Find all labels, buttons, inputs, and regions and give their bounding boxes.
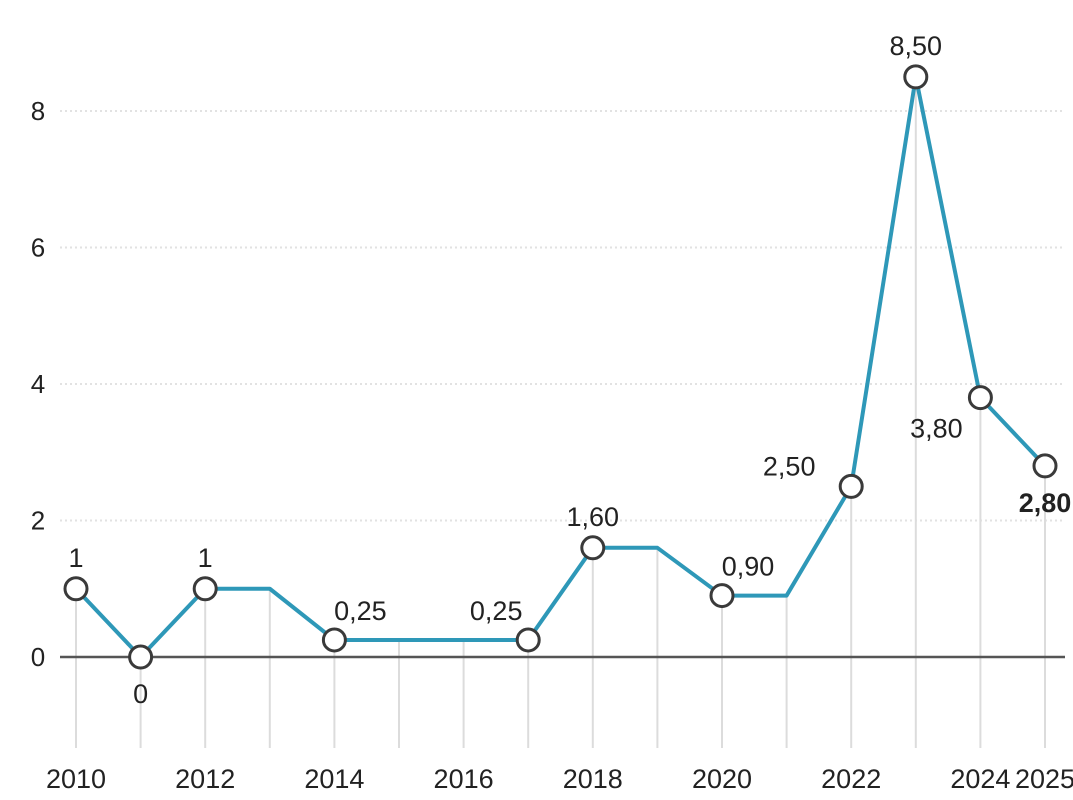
series-line (76, 77, 1045, 657)
data-point-marker (517, 629, 539, 651)
y-tick-label: 4 (31, 369, 45, 399)
data-label: 0,25 (334, 596, 387, 626)
data-point-marker (905, 66, 927, 88)
data-point-marker (130, 646, 152, 668)
x-tick-label: 2018 (563, 764, 623, 794)
x-tick-label: 2025 (1015, 764, 1073, 794)
data-label: 0,25 (470, 596, 523, 626)
data-point-marker (582, 537, 604, 559)
data-label: 1 (68, 543, 83, 573)
x-tick-label: 2014 (304, 764, 364, 794)
data-label: 2,50 (763, 451, 816, 481)
y-tick-label: 8 (31, 96, 45, 126)
data-label: 0 (133, 679, 148, 709)
data-label: 1,60 (567, 502, 620, 532)
data-point-marker (194, 578, 216, 600)
y-tick-label: 6 (31, 233, 45, 263)
x-tick-label: 2024 (950, 764, 1010, 794)
x-tick-label: 2022 (821, 764, 881, 794)
data-point-marker (65, 578, 87, 600)
data-point-marker (969, 387, 991, 409)
data-label: 0,90 (722, 552, 775, 582)
x-tick-label: 2016 (434, 764, 494, 794)
data-label: 2,80 (1019, 488, 1072, 518)
y-tick-label: 2 (31, 506, 45, 536)
y-tick-label: 0 (31, 642, 45, 672)
data-point-marker (840, 475, 862, 497)
data-point-marker (1034, 455, 1056, 477)
x-tick-label: 2012 (175, 764, 235, 794)
x-tick-label: 2010 (46, 764, 106, 794)
x-tick-label: 2020 (692, 764, 752, 794)
data-label: 1 (198, 543, 213, 573)
data-point-marker (711, 585, 733, 607)
data-label: 3,80 (910, 414, 963, 444)
data-point-marker (323, 629, 345, 651)
data-label: 8,50 (890, 31, 943, 61)
